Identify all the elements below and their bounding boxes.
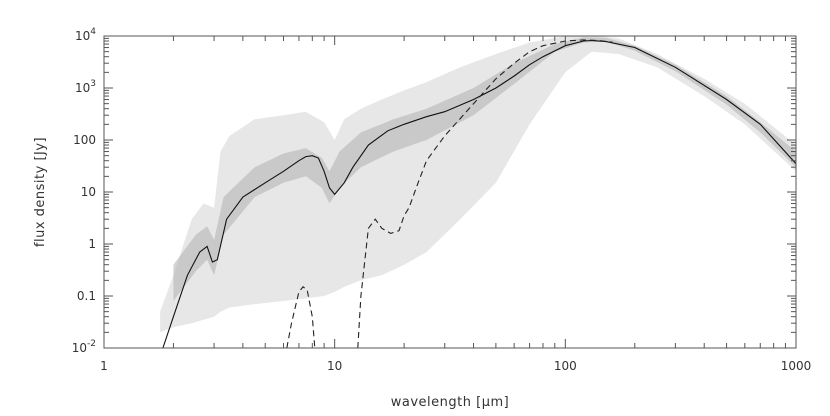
x-axis-title: wavelength [μm]	[391, 395, 509, 410]
y-tick-label: 103	[75, 79, 96, 95]
y-tick-label: 100	[73, 133, 96, 147]
y-tick-label: 104	[75, 27, 96, 43]
model-envelope-outer	[160, 36, 796, 333]
y-tick-label: 1	[88, 237, 96, 251]
axis-tick-labels: 1 10 100 1000 10-2 0.1 1 10 100 103 104	[72, 27, 812, 373]
plot-area	[160, 36, 796, 348]
y-tick-label: 10	[81, 185, 96, 199]
x-tick-label: 100	[554, 359, 577, 373]
y-axis-title: flux density [Jy]	[33, 137, 48, 247]
y-tick-label: 10-2	[72, 339, 96, 355]
model-envelope-inner	[173, 37, 796, 301]
x-tick-label: 1000	[781, 359, 812, 373]
x-tick-label: 10	[327, 359, 342, 373]
y-tick-label: 0.1	[77, 289, 96, 303]
series-line-dashed-segment-1	[286, 286, 316, 348]
x-tick-label: 1	[100, 359, 108, 373]
axis-ticks	[103, 35, 796, 349]
series-line-dashed-segment-2	[357, 39, 613, 348]
series-line-solid	[162, 39, 796, 348]
